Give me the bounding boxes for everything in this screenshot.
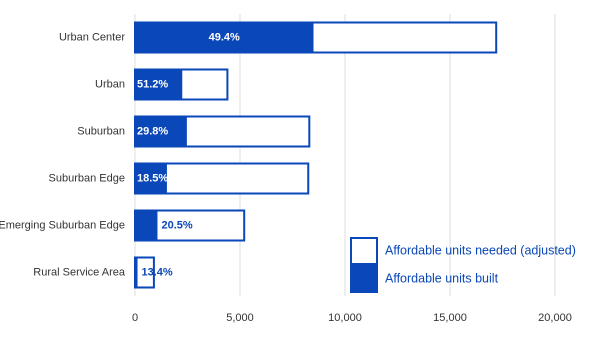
bar xyxy=(135,210,158,241)
x-tick-label: 15,000 xyxy=(433,312,467,324)
y-tick-label: Suburban Edge xyxy=(49,172,125,184)
bar xyxy=(135,257,138,288)
x-tick-label: 0 xyxy=(132,312,138,324)
x-tick-label: 20,000 xyxy=(538,312,572,324)
legend-swatch xyxy=(350,237,378,265)
legend-label: Affordable units built xyxy=(385,271,499,285)
y-tick-label: Emerging Suburban Edge xyxy=(0,219,125,231)
value-label: 51.2% xyxy=(137,78,168,90)
bar xyxy=(135,163,167,194)
value-label: 18.5% xyxy=(137,172,168,184)
y-tick-label: Urban xyxy=(95,78,125,90)
y-tick-label: Rural Service Area xyxy=(33,266,126,278)
bar xyxy=(135,116,187,147)
x-tick-label: 10,000 xyxy=(328,312,362,324)
x-tick-label: 5,000 xyxy=(226,312,254,324)
y-tick-label: Urban Center xyxy=(59,31,125,43)
legend-swatch xyxy=(350,265,378,293)
value-label: 29.8% xyxy=(137,125,168,137)
legend-label: Affordable units needed (adjusted) xyxy=(385,243,576,257)
bar xyxy=(135,22,314,53)
value-label: 20.5% xyxy=(161,219,192,231)
value-label: 49.4% xyxy=(209,31,240,43)
y-tick-label: Suburban xyxy=(77,125,125,137)
value-label: 13.4% xyxy=(142,266,173,278)
bar xyxy=(135,69,183,100)
